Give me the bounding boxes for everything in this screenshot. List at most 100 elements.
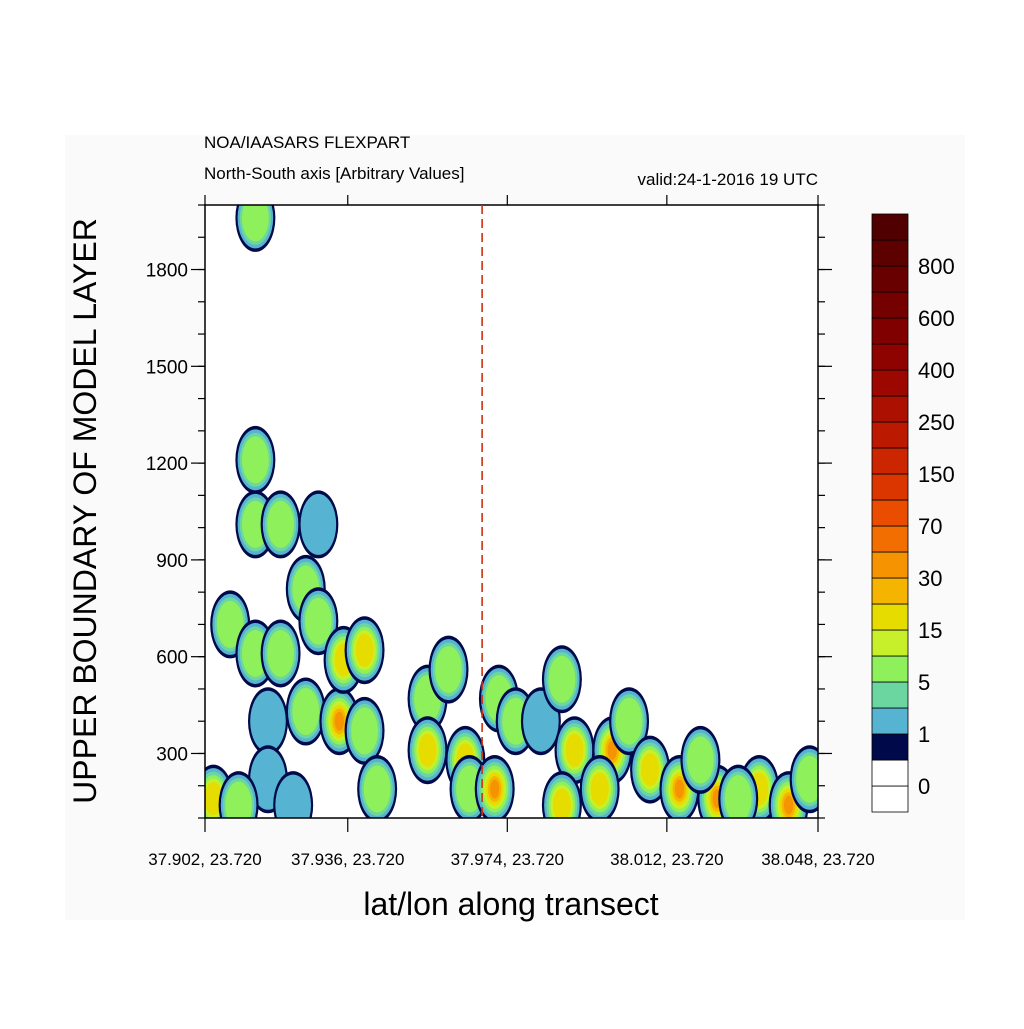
contour-level xyxy=(351,707,378,755)
contour-blob xyxy=(273,771,314,818)
contour-level xyxy=(241,436,269,484)
colorbar-label: 800 xyxy=(918,254,955,279)
chart-title: NOA/IAASARS FLEXPART xyxy=(204,133,410,152)
valid-time: valid:24-1-2016 19 UTC xyxy=(638,170,818,189)
contour-level xyxy=(796,755,818,803)
contour-blob xyxy=(260,490,301,559)
colorbar-box xyxy=(871,343,909,371)
contour-level xyxy=(687,736,714,784)
y-tick-label: 300 xyxy=(156,744,188,765)
contour-level xyxy=(435,646,462,694)
contour-blob xyxy=(541,645,582,714)
y-tick-label: 1500 xyxy=(146,357,188,378)
contour-blob xyxy=(680,725,721,794)
colorbar-box xyxy=(871,733,909,761)
contour-level xyxy=(300,493,337,555)
contour-blob xyxy=(718,764,759,818)
y-tick-label: 1800 xyxy=(146,261,188,282)
colorbar-box xyxy=(871,655,909,683)
contour-blob xyxy=(235,205,276,252)
contour-blob xyxy=(298,490,339,559)
contour-level xyxy=(267,500,294,548)
colorbar-box xyxy=(871,785,909,813)
contour-level xyxy=(552,788,571,818)
contour-level xyxy=(565,733,584,767)
contour-level xyxy=(724,775,752,818)
contour-level xyxy=(490,779,500,799)
contour-level xyxy=(363,765,391,813)
contour-level xyxy=(784,795,794,815)
contour-level xyxy=(205,782,223,816)
contour-level xyxy=(225,781,252,818)
x-axis-label: lat/lon along transect xyxy=(363,886,658,922)
y-tick-label: 1200 xyxy=(146,454,188,475)
contour-blob xyxy=(407,716,448,785)
contour-level xyxy=(607,740,617,760)
contour-level xyxy=(590,772,609,806)
contour-level xyxy=(250,690,286,752)
contour-level xyxy=(615,697,643,745)
contour-blob xyxy=(218,771,259,818)
contour-blob xyxy=(235,425,276,494)
colorbar-box xyxy=(871,577,909,605)
contour-level xyxy=(355,633,374,667)
colorbar-label: 400 xyxy=(918,358,955,383)
contour-blob xyxy=(285,677,326,746)
contour-level xyxy=(418,733,437,767)
contour-level xyxy=(241,205,269,242)
y-tick-label: 600 xyxy=(156,648,188,669)
contour-blob xyxy=(344,696,385,765)
colorbar-label: 30 xyxy=(918,566,942,591)
colorbar-box xyxy=(871,395,909,423)
contour-blob xyxy=(260,619,301,688)
colorbar-label: 600 xyxy=(918,306,955,331)
x-tick-label: 38.012, 23.720 xyxy=(610,850,723,869)
colorbar-box xyxy=(871,291,909,319)
colorbar-box xyxy=(871,759,909,787)
contour-level xyxy=(674,779,685,799)
contour-level xyxy=(267,629,294,677)
x-tick-label: 38.048, 23.720 xyxy=(761,850,874,869)
colorbar-box xyxy=(871,447,909,475)
contour-blob xyxy=(298,587,339,656)
contour-blob xyxy=(428,635,469,704)
contour-level xyxy=(548,655,576,703)
x-tick-label: 37.974, 23.720 xyxy=(451,850,564,869)
colorbar-box xyxy=(871,551,909,579)
x-tick-label: 37.936, 23.720 xyxy=(291,850,404,869)
contour-blob xyxy=(247,687,288,756)
colorbar-box xyxy=(871,213,909,241)
contour-level xyxy=(641,753,660,787)
plot-frame xyxy=(204,204,819,819)
contour-blob xyxy=(789,745,818,814)
colorbar-box xyxy=(871,317,909,345)
colorbar-label: 15 xyxy=(918,618,942,643)
colorbar-label: 250 xyxy=(918,410,955,435)
x-tick-label: 37.902, 23.720 xyxy=(148,850,261,869)
colorbar-box xyxy=(871,265,909,293)
y-axis-label: UPPER BOUNDARY OF MODEL LAYER xyxy=(67,218,103,804)
contour-blob xyxy=(474,754,515,818)
colorbar-label: 150 xyxy=(918,462,955,487)
colorbar-box xyxy=(871,239,909,267)
colorbar-box xyxy=(871,525,909,553)
colorbar-box xyxy=(871,707,909,735)
contour-blob xyxy=(344,616,385,685)
chart-subtitle: North-South axis [Arbitrary Values] xyxy=(204,164,464,183)
colorbar-label: 0 xyxy=(918,774,930,799)
colorbar-box xyxy=(871,473,909,501)
colorbar-label: 70 xyxy=(918,514,942,539)
colorbar-box xyxy=(871,681,909,709)
colorbar-box xyxy=(871,369,909,397)
contour-field xyxy=(205,205,818,818)
contour-blob xyxy=(609,687,650,756)
contour-blob xyxy=(541,771,582,818)
y-tick-label: 900 xyxy=(156,551,188,572)
colorbar-box xyxy=(871,499,909,527)
colorbar-box xyxy=(871,603,909,631)
contour-level xyxy=(334,711,344,731)
contour-blob xyxy=(357,754,398,818)
contour-blob xyxy=(579,754,620,818)
contour-blob xyxy=(407,664,448,733)
